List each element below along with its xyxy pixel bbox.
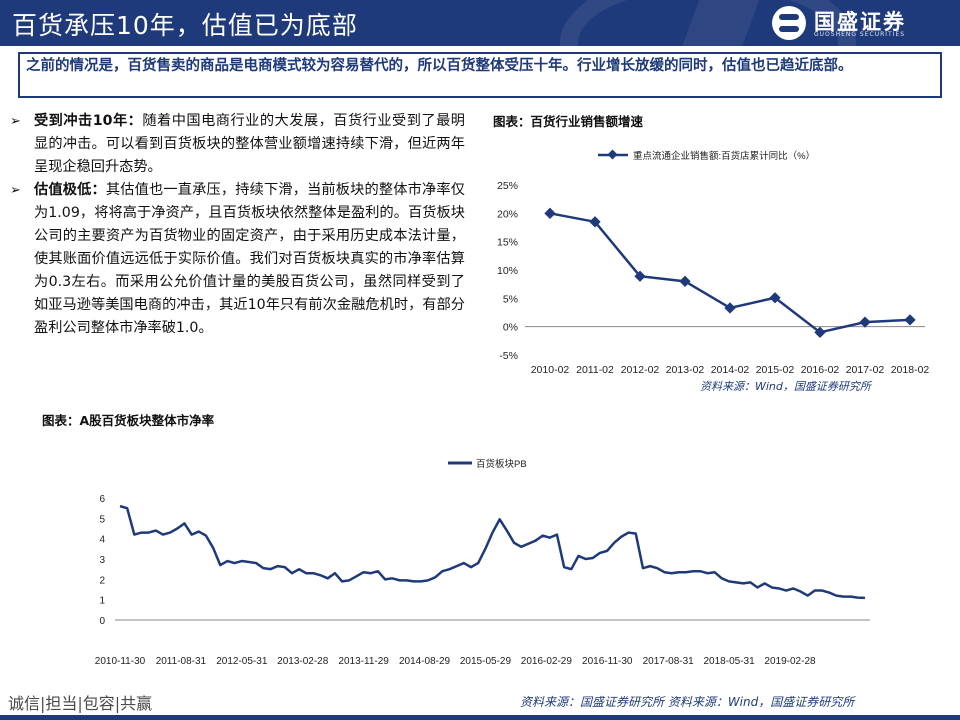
x-tick-label: 2016-02 [801, 364, 840, 376]
company-logo: 国盛证券 GUOSHENG SECURITIES [772, 4, 932, 44]
data-point [724, 302, 736, 314]
y-tick-label: 20% [497, 208, 518, 220]
bullet-text: 随着中国电商行业的大发展，百货行业受到了最明显的冲击。可以看到百货板块的整体营业… [34, 113, 465, 175]
legend-label: 重点流通企业销售额:百货店累计同比（%） [633, 150, 815, 162]
data-point [859, 316, 871, 328]
y-tick-label: 0% [503, 322, 518, 334]
data-point [679, 275, 691, 287]
legend-marker [607, 149, 618, 160]
x-tick-label: 2013-02 [666, 364, 705, 376]
bullet-item: ➢ 受到冲击10年：随着中国电商行业的大发展，百货行业受到了最明显的冲击。可以看… [10, 110, 465, 179]
x-tick-label: 2010-02 [531, 364, 570, 376]
y-tick-label: 6 [99, 494, 105, 505]
x-tick-label: 2013-11-29 [338, 656, 389, 667]
x-tick-label: 2013-02-28 [277, 656, 329, 667]
x-tick-label: 2010-11-30 [95, 656, 146, 667]
x-tick-label: 2014-08-29 [399, 656, 451, 667]
footer-bar [0, 715, 960, 720]
y-tick-label: -5% [499, 350, 518, 362]
y-tick-label: 4 [99, 535, 105, 546]
data-point [769, 292, 781, 304]
x-tick-label: 2012-05-31 [216, 656, 268, 667]
x-tick-label: 2016-02-29 [521, 656, 573, 667]
data-point [904, 314, 916, 326]
logo-mark-icon [772, 6, 806, 40]
y-tick-label: 15% [497, 237, 518, 249]
x-tick-label: 2016-11-30 [582, 656, 633, 667]
slide-header: 百货承压10年，估值已为底部 国盛证券 GUOSHENG SECURITIES [0, 0, 960, 46]
y-tick-label: 5 [99, 514, 105, 525]
x-tick-label: 2019-02-28 [764, 656, 816, 667]
x-tick-label: 2014-02 [711, 364, 750, 376]
chart1-source: 资料来源：Wind，国盛证券研究所 [700, 380, 871, 393]
x-tick-label: 2015-05-29 [460, 656, 512, 667]
summary-box: 之前的情况是，百货售卖的商品是电商模式较为容易替代的，所以百货整体受压十年。行业… [18, 52, 942, 98]
y-tick-label: 25% [497, 180, 518, 192]
y-tick-label: 2 [99, 575, 105, 586]
y-tick-label: 3 [99, 555, 105, 566]
arrow-bullet-icon: ➢ [10, 114, 21, 129]
bullet-item: ➢ 估值极低：其估值也一直承压，持续下滑，当前板块的整体市净率仅为1.09，将将… [10, 179, 465, 340]
x-tick-label: 2012-02 [621, 364, 660, 376]
x-tick-label: 2011-02 [576, 364, 614, 376]
data-point [814, 326, 826, 338]
data-point [589, 216, 601, 228]
footer-source: 资料来源：国盛证券研究所 资料来源：Wind，国盛证券研究所 [520, 695, 855, 709]
data-point [544, 207, 556, 219]
x-tick-label: 2018-05-31 [704, 656, 756, 667]
logo-subtitle: GUOSHENG SECURITIES [814, 31, 906, 38]
legend-label: 百货板块PB [476, 458, 527, 470]
x-tick-label: 2011-08-31 [156, 656, 207, 667]
x-tick-label: 2018-02 [891, 364, 930, 376]
y-tick-label: 5% [503, 293, 518, 305]
x-tick-label: 2017-02 [846, 364, 885, 376]
x-tick-label: 2017-08-31 [643, 656, 695, 667]
pb-ratio-chart: 百货板块PB 0 1 2 3 4 5 6 2010-11-30 2011-08-31 2012-05… [95, 458, 870, 667]
analysis-text: ➢ 受到冲击10年：随着中国电商行业的大发展，百货行业受到了最明显的冲击。可以看… [10, 110, 465, 340]
y-tick-label: 1 [99, 596, 105, 607]
series-line [119, 504, 866, 600]
y-tick-label: 0 [99, 616, 105, 627]
series-line [549, 212, 911, 334]
bullet-lead: 估值极低： [34, 182, 106, 198]
slide-title: 百货承压10年，估值已为底部 [12, 11, 358, 40]
x-tick-label: 2015-02 [756, 364, 795, 376]
sales-growth-chart: 重点流通企业销售额:百货店累计同比（%） 25% 20% 15% 10% 5% 0% -5% 2… [497, 149, 930, 376]
data-point [634, 270, 646, 282]
bullet-lead: 受到冲击10年： [34, 113, 143, 129]
chart1-title: 图表：百货行业销售额增速 [493, 114, 644, 129]
footer-motto: 诚信|担当|包容|共赢 [8, 694, 153, 713]
y-tick-label: 10% [497, 265, 518, 277]
logo-name: 国盛证券 [814, 10, 906, 34]
chart2-title: 图表：A股百货板块整体市净率 [42, 413, 215, 428]
bullet-text: 其估值也一直承压，持续下滑，当前板块的整体市净率仅为1.09，将将高于净资产，且… [34, 182, 465, 336]
arrow-bullet-icon: ➢ [10, 183, 21, 198]
